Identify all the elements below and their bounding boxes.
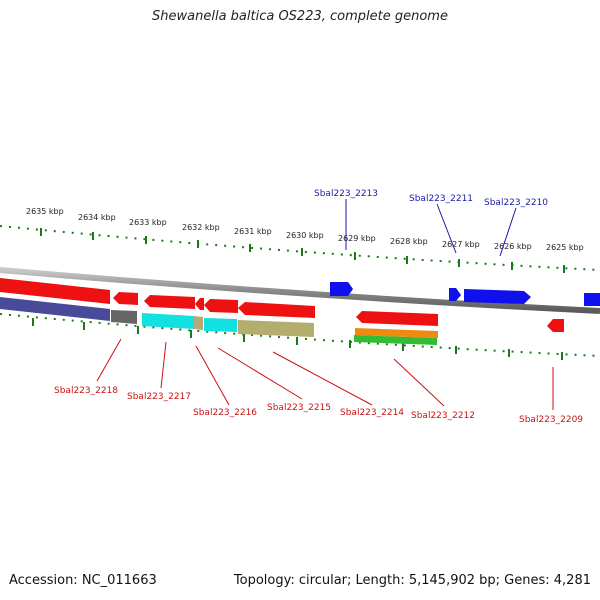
scale-label: 2628 kbp xyxy=(390,237,428,246)
feature-khaki xyxy=(238,320,314,337)
scale-label: 2633 kbp xyxy=(129,218,167,227)
forward-genes xyxy=(330,282,600,306)
feature-orange xyxy=(355,328,438,338)
gene-sbal223-2209 xyxy=(547,319,564,332)
scale-label: 2626 kbp xyxy=(494,242,532,251)
gene-sbal223-2214 xyxy=(238,302,315,318)
inner-major-ticks xyxy=(32,318,563,360)
gene-label-sbal223-2211: Sbal223_2211 xyxy=(409,194,473,204)
gene-sbal223-2213 xyxy=(330,282,353,296)
feature-tan-small xyxy=(194,316,203,330)
gene-small xyxy=(195,298,204,310)
reverse-genes xyxy=(0,278,564,332)
feature-purple xyxy=(0,297,110,321)
gene-sbal223-2212 xyxy=(356,311,438,326)
gene-sbal223-2217 xyxy=(113,292,138,305)
scale-label: 2632 kbp xyxy=(182,223,220,232)
feature-cyan-1 xyxy=(142,313,194,329)
topology-text: Topology: circular; Length: 5,145,902 bp… xyxy=(233,573,591,588)
gene-label-sbal223-2209: Sbal223_2209 xyxy=(519,415,583,425)
feature-bars xyxy=(0,297,438,345)
gene-label-sbal223-2215: Sbal223_2215 xyxy=(267,403,331,413)
gene-forward-edge xyxy=(584,293,600,306)
feature-green xyxy=(354,335,437,345)
gene-label-sbal223-2212: Sbal223_2212 xyxy=(411,411,475,421)
feature-gray xyxy=(111,310,137,324)
gene-label-sbal223-2217: Sbal223_2217 xyxy=(127,392,191,402)
gene-sbal223-2210 xyxy=(464,289,531,304)
scale-label: 2634 kbp xyxy=(78,213,116,222)
scale-label: 2635 kbp xyxy=(26,207,64,216)
reverse-callouts xyxy=(96,338,554,410)
gene-label-sbal223-2218: Sbal223_2218 xyxy=(54,386,118,396)
gene-sbal223-2215 xyxy=(204,299,238,313)
scale-label: 2627 kbp xyxy=(442,240,480,249)
feature-cyan-2 xyxy=(204,318,237,332)
gene-label-sbal223-2214: Sbal223_2214 xyxy=(340,408,404,418)
gene-sbal223-2216 xyxy=(144,295,195,309)
accession-text: Accession: NC_011663 xyxy=(9,573,157,588)
scale-labels: 2635 kbp 2634 kbp 2633 kbp 2632 kbp 2631… xyxy=(26,207,584,252)
gene-sbal223-2211 xyxy=(449,288,461,301)
scale-label: 2631 kbp xyxy=(234,227,272,236)
map-title: Shewanella baltica OS223, complete genom… xyxy=(152,9,448,24)
scale-label: 2629 kbp xyxy=(338,234,376,243)
gene-label-sbal223-2216: Sbal223_2216 xyxy=(193,408,257,418)
genome-backbone xyxy=(0,267,600,314)
forward-callouts xyxy=(345,199,517,257)
gene-label-sbal223-2210: Sbal223_2210 xyxy=(484,198,548,208)
scale-label: 2625 kbp xyxy=(546,243,584,252)
gene-sbal223-2218 xyxy=(0,278,110,304)
outer-major-ticks xyxy=(40,228,565,273)
gene-label-sbal223-2213: Sbal223_2213 xyxy=(314,189,378,199)
scale-label: 2630 kbp xyxy=(286,231,324,240)
